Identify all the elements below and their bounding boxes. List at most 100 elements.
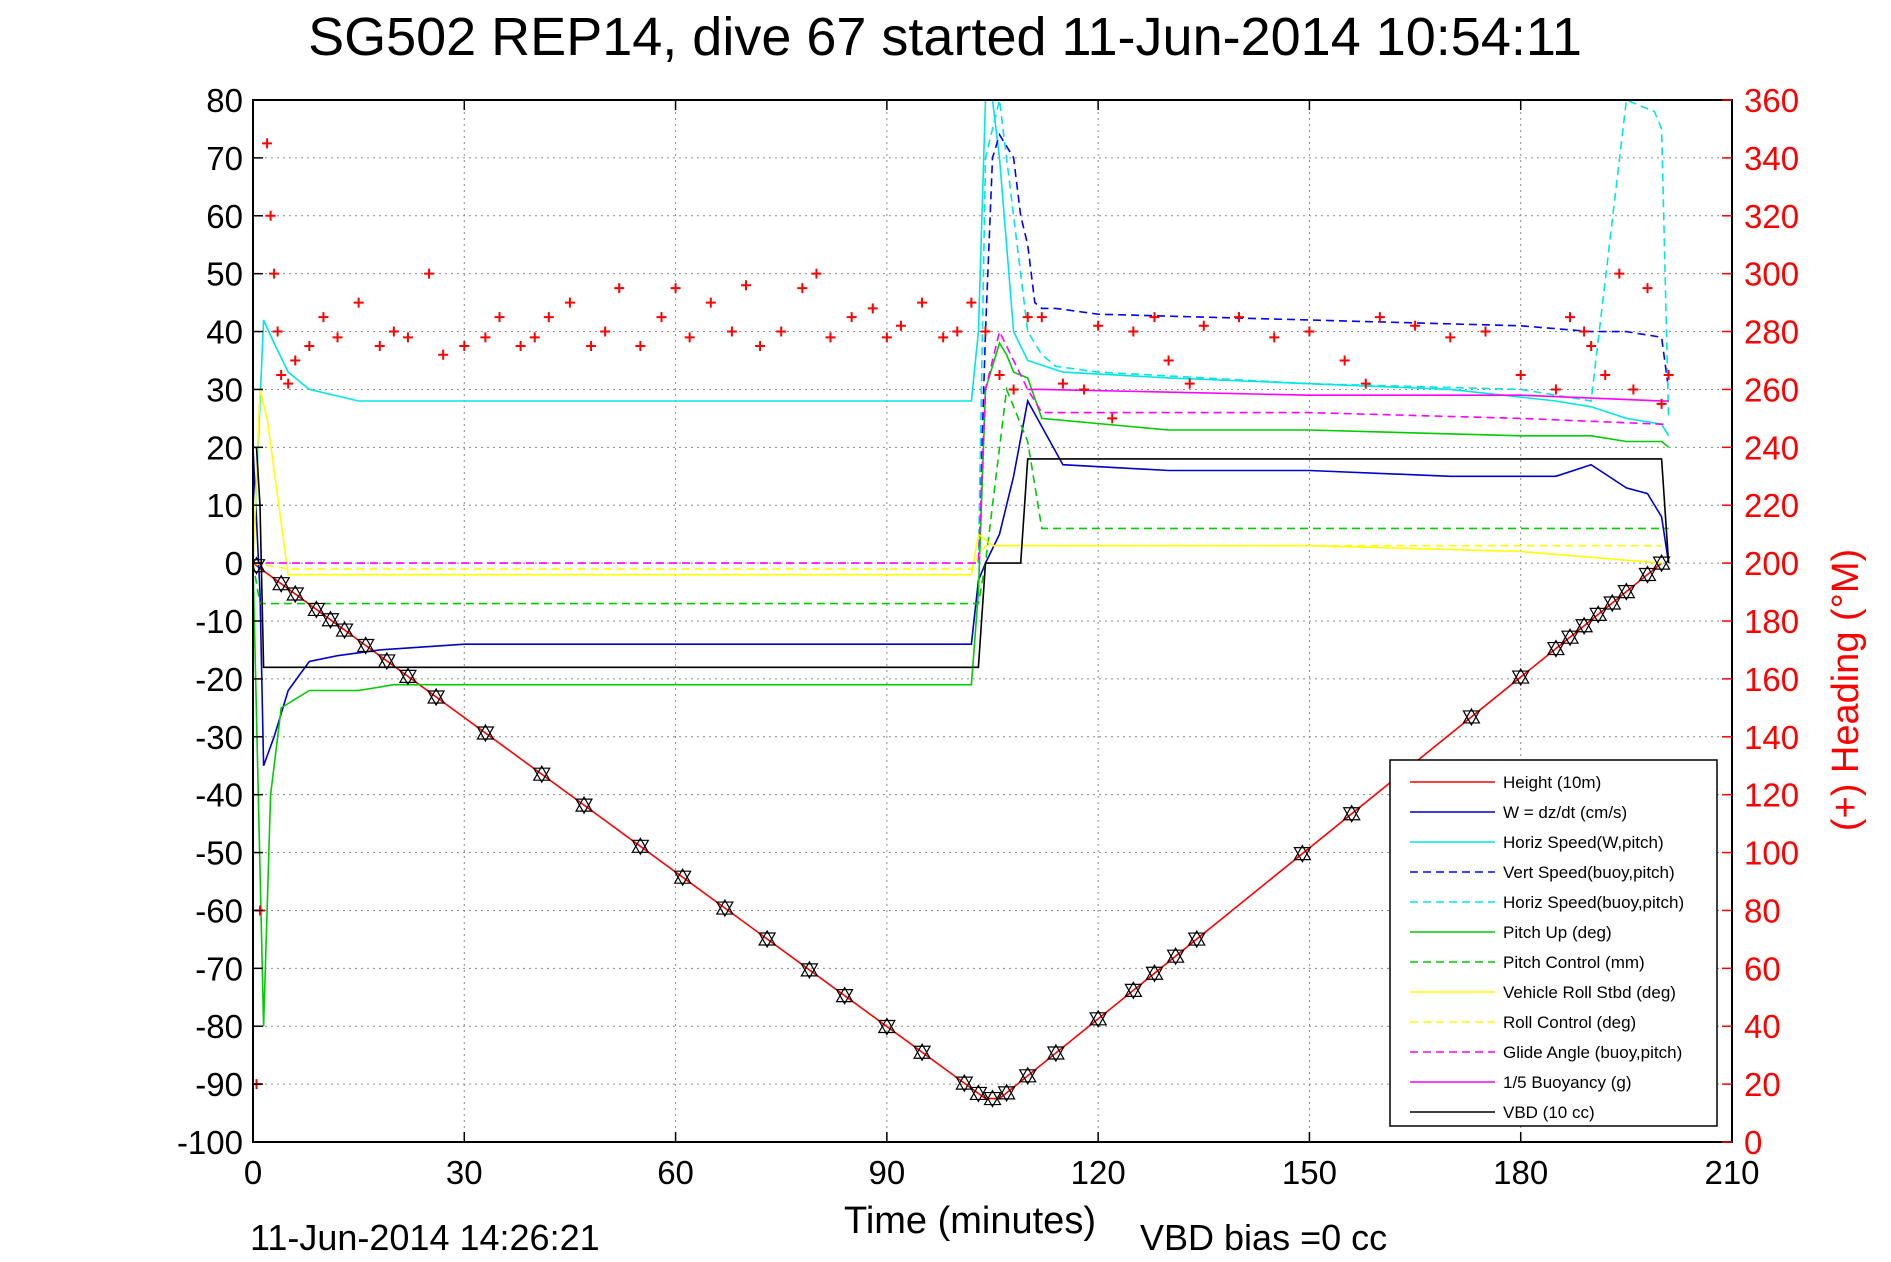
y-tick-label-left: 0 <box>225 545 243 582</box>
y-tick-label-left: -10 <box>195 603 243 640</box>
y-tick-label-right: 340 <box>1744 140 1799 177</box>
height-marker-down <box>969 1086 988 1103</box>
legend-label: Vert Speed(buoy,pitch) <box>1503 863 1675 882</box>
height-marker-down <box>877 1019 896 1036</box>
heading-marker <box>846 312 857 323</box>
legend-label: Pitch Control (mm) <box>1503 953 1645 972</box>
heading-marker <box>726 326 737 337</box>
y-tick-label-right: 80 <box>1744 892 1781 929</box>
height-marker-up <box>356 636 375 653</box>
heading-marker <box>994 369 1005 380</box>
height-marker-down <box>1145 966 1164 983</box>
heading-marker <box>1480 326 1491 337</box>
y-tick-label-right: 240 <box>1744 429 1799 466</box>
heading-marker <box>402 332 413 343</box>
x-tick-label: 150 <box>1282 1154 1337 1191</box>
height-marker-up <box>253 556 266 573</box>
y-tick-label-left: -20 <box>195 661 243 698</box>
height-marker-up <box>1589 605 1608 621</box>
y-tick-label-left: -30 <box>195 719 243 756</box>
legend-label: Horiz Speed(buoy,pitch) <box>1503 893 1684 912</box>
height-marker-down <box>286 587 305 604</box>
heading-marker <box>424 268 435 279</box>
heading-marker <box>776 326 787 337</box>
height-marker-up <box>335 620 354 637</box>
y-tick-label-right: 0 <box>1744 1124 1762 1161</box>
x-tick-label: 180 <box>1493 1154 1548 1191</box>
tick-layer: 0 30 60 90 120 150 180 21080706050403020100-10-… <box>177 82 1799 1191</box>
y-tick-label-right: 300 <box>1744 256 1799 293</box>
y-tick-label-left: 60 <box>206 198 243 235</box>
heading-marker <box>1234 312 1244 323</box>
height-marker-up <box>1638 565 1657 582</box>
height-marker-up <box>321 610 340 627</box>
height-marker-up <box>1342 804 1361 821</box>
height-marker-up <box>969 1084 988 1101</box>
heading-marker <box>265 210 276 221</box>
height-marker-up <box>1018 1066 1037 1083</box>
heading-marker <box>1642 283 1653 294</box>
legend-label: Roll Control (deg) <box>1503 1013 1636 1032</box>
height-marker-down <box>1089 1012 1108 1029</box>
heading-marker <box>388 326 399 337</box>
y-tick-label-right: 100 <box>1744 835 1799 872</box>
heading-marker <box>705 297 716 308</box>
height-marker-down <box>835 989 854 1005</box>
heading-marker <box>276 369 287 380</box>
legend-label: Vehicle Roll Stbd (deg) <box>1503 983 1676 1002</box>
height-marker-down <box>476 726 495 743</box>
heading-marker <box>980 326 991 337</box>
height-marker-down <box>1546 641 1565 658</box>
heading-marker <box>825 332 836 343</box>
series-line-vbd-10-cc <box>253 446 1670 669</box>
legend-label: Pitch Up (deg) <box>1503 923 1612 942</box>
height-marker-down <box>1603 596 1622 613</box>
heading-marker <box>262 138 273 149</box>
height-marker-up <box>286 584 305 601</box>
y-tick-label-right: 160 <box>1744 661 1799 698</box>
legend-box <box>1389 759 1718 1127</box>
height-marker-down <box>955 1076 974 1093</box>
y-tick-label-right: 320 <box>1744 198 1799 235</box>
heading-marker <box>494 312 505 323</box>
height-marker-down <box>321 613 340 629</box>
height-marker-up <box>955 1073 974 1090</box>
heading-marker <box>1410 320 1421 331</box>
height-marker-down <box>1511 670 1530 687</box>
heading-marker <box>656 312 667 323</box>
heading-marker <box>272 326 283 337</box>
series-line-glide-angle-buoy-pitch <box>253 329 1669 564</box>
heading-marker <box>515 341 526 352</box>
y-tick-label-left: -100 <box>177 1124 243 1161</box>
height-marker-up <box>1560 627 1580 644</box>
height-marker-up <box>1617 582 1636 599</box>
height-marker-up <box>1462 707 1481 724</box>
heading-marker <box>670 283 681 294</box>
heading-marker <box>966 297 977 308</box>
series-heading-markers <box>253 138 1674 1090</box>
legend: Height (10m) W = dz/dt (cm/s) Horiz Speed(… <box>1389 759 1718 1127</box>
y-tick-label-left: 20 <box>206 429 243 466</box>
footer-timestamp: 11-Jun-2014 14:26:21 <box>250 1217 600 1258</box>
x-axis-label: Time (minutes) <box>844 1200 1096 1242</box>
y-tick-label-left: -80 <box>195 1008 243 1045</box>
height-marker-down <box>1462 710 1481 727</box>
heading-marker <box>1163 355 1174 366</box>
heading-marker <box>1093 320 1104 331</box>
heading-marker <box>1008 384 1019 395</box>
height-marker-down <box>1575 619 1594 635</box>
heading-marker <box>1586 341 1597 352</box>
heading-marker <box>1022 312 1033 323</box>
height-marker-up <box>835 986 854 1003</box>
y-tick-label-right: 140 <box>1744 719 1799 756</box>
series-line-horiz-speed-buoy-pitch <box>977 100 1670 564</box>
series-line-vehicle-roll-stbd-deg <box>253 389 1662 576</box>
height-marker-down <box>335 623 354 640</box>
right-axis-label: (+) Heading (°M) <box>1825 549 1867 831</box>
height-marker-down <box>913 1045 932 1062</box>
heading-marker <box>269 268 280 279</box>
heading-marker <box>895 320 906 331</box>
height-marker-down <box>272 577 291 593</box>
height-marker-up <box>715 898 734 915</box>
heading-marker <box>586 341 597 352</box>
